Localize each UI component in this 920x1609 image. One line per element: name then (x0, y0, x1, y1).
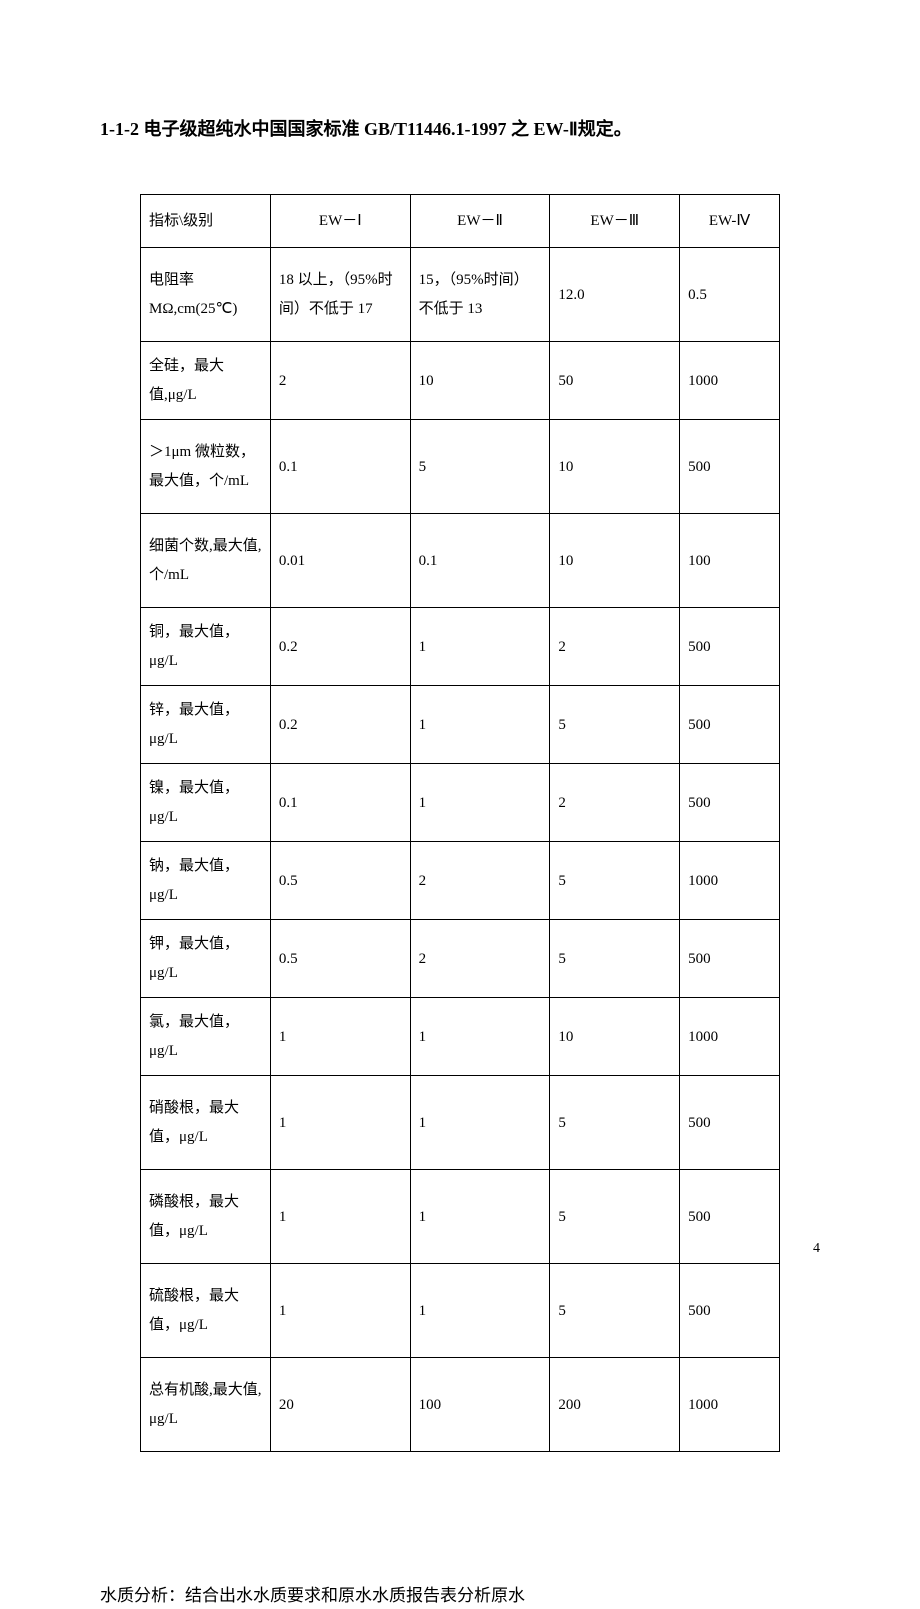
cell-value: 500 (680, 764, 780, 842)
cell-value: 5 (410, 420, 550, 514)
cell-value: 500 (680, 1076, 780, 1170)
cell-value: 1 (410, 1076, 550, 1170)
cell-value: 500 (680, 1170, 780, 1264)
table-row: 全硅，最大值,μg/L 2 10 50 1000 (141, 342, 780, 420)
cell-value: 0.5 (270, 920, 410, 998)
cell-value: 500 (680, 1264, 780, 1358)
cell-value: 2 (270, 342, 410, 420)
cell-value: 500 (680, 420, 780, 514)
table-row: 铜，最大值，μg/L 0.2 1 2 500 (141, 608, 780, 686)
cell-value: 1 (270, 1264, 410, 1358)
cell-value: 1 (410, 1264, 550, 1358)
cell-label: 镍，最大值，μg/L (141, 764, 271, 842)
cell-value: 100 (680, 514, 780, 608)
cell-value: 0.2 (270, 608, 410, 686)
cell-value: 10 (550, 998, 680, 1076)
cell-value: 1000 (680, 998, 780, 1076)
cell-value: 1 (410, 1170, 550, 1264)
cell-label: 硫酸根，最大值，μg/L (141, 1264, 271, 1358)
table-row: 钠，最大值，μg/L 0.5 2 5 1000 (141, 842, 780, 920)
cell-value: 5 (550, 1076, 680, 1170)
cell-value: 1 (270, 1076, 410, 1170)
cell-label: 硝酸根，最大值，μg/L (141, 1076, 271, 1170)
table-row: 磷酸根，最大值，μg/L 1 1 5 500 (141, 1170, 780, 1264)
table-row: 氯，最大值，μg/L 1 1 10 1000 (141, 998, 780, 1076)
cell-value: 200 (550, 1358, 680, 1452)
cell-value: 5 (550, 686, 680, 764)
cell-label: 铜，最大值，μg/L (141, 608, 271, 686)
cell-value: 15，（95%时间）不低于 13 (410, 248, 550, 342)
footer-text: 水质分析：结合出水水质要求和原水水质报告表分析原水 (100, 1582, 820, 1609)
cell-value: 1 (410, 998, 550, 1076)
cell-value: 1000 (680, 1358, 780, 1452)
table-row: 总有机酸,最大值, μg/L 20 100 200 1000 (141, 1358, 780, 1452)
cell-value: 2 (550, 764, 680, 842)
table-row: 镍，最大值，μg/L 0.1 1 2 500 (141, 764, 780, 842)
cell-label: ＞1μm 微粒数，最大值，个/mL (141, 420, 271, 514)
cell-value: 0.01 (270, 514, 410, 608)
table-row: 细菌个数,最大值, 个/mL 0.01 0.1 10 100 (141, 514, 780, 608)
cell-label: 全硅，最大值,μg/L (141, 342, 271, 420)
cell-value: 0.1 (270, 420, 410, 514)
cell-label: 细菌个数,最大值, 个/mL (141, 514, 271, 608)
cell-value: 2 (410, 842, 550, 920)
table-row: 电阻率 MΩ,cm(25℃) 18 以上，（95%时间）不低于 17 15，（9… (141, 248, 780, 342)
cell-value: 20 (270, 1358, 410, 1452)
table-row: 锌，最大值，μg/L 0.2 1 5 500 (141, 686, 780, 764)
cell-value: 5 (550, 1170, 680, 1264)
cell-label: 氯，最大值，μg/L (141, 998, 271, 1076)
standards-table: 指标\级别 EW－Ⅰ EW－Ⅱ EW－Ⅲ EW-Ⅳ 电阻率 MΩ,cm(25℃)… (140, 194, 780, 1453)
cell-value: 500 (680, 686, 780, 764)
cell-value: 2 (410, 920, 550, 998)
cell-value: 500 (680, 920, 780, 998)
page-title: 1-1-2 电子级超纯水中国国家标准 GB/T11446.1-1997 之 EW… (100, 115, 820, 144)
cell-value: 1 (270, 1170, 410, 1264)
cell-value: 500 (680, 608, 780, 686)
cell-value: 1 (270, 998, 410, 1076)
header-col2: EW－Ⅱ (410, 194, 550, 248)
header-col3: EW－Ⅲ (550, 194, 680, 248)
cell-value: 0.1 (270, 764, 410, 842)
cell-value: 1000 (680, 842, 780, 920)
cell-value: 5 (550, 920, 680, 998)
cell-value: 2 (550, 608, 680, 686)
cell-label: 总有机酸,最大值, μg/L (141, 1358, 271, 1452)
header-col1: EW－Ⅰ (270, 194, 410, 248)
cell-value: 5 (550, 842, 680, 920)
cell-value: 1 (410, 686, 550, 764)
cell-value: 10 (550, 514, 680, 608)
cell-value: 10 (550, 420, 680, 514)
cell-value: 10 (410, 342, 550, 420)
cell-value: 0.2 (270, 686, 410, 764)
cell-value: 1 (410, 764, 550, 842)
cell-label: 钾，最大值，μg/L (141, 920, 271, 998)
cell-value: 1 (410, 608, 550, 686)
cell-value: 5 (550, 1264, 680, 1358)
cell-value: 100 (410, 1358, 550, 1452)
table-row: 钾，最大值，μg/L 0.5 2 5 500 (141, 920, 780, 998)
cell-value: 12.0 (550, 248, 680, 342)
cell-label: 钠，最大值，μg/L (141, 842, 271, 920)
cell-label: 电阻率 MΩ,cm(25℃) (141, 248, 271, 342)
header-col4: EW-Ⅳ (680, 194, 780, 248)
cell-value: 1000 (680, 342, 780, 420)
table-row: ＞1μm 微粒数，最大值，个/mL 0.1 5 10 500 (141, 420, 780, 514)
cell-value: 0.5 (270, 842, 410, 920)
header-label: 指标\级别 (141, 194, 271, 248)
table-row: 硝酸根，最大值，μg/L 1 1 5 500 (141, 1076, 780, 1170)
cell-value: 18 以上，（95%时间）不低于 17 (270, 248, 410, 342)
cell-value: 50 (550, 342, 680, 420)
cell-value: 0.1 (410, 514, 550, 608)
cell-label: 锌，最大值，μg/L (141, 686, 271, 764)
cell-value: 0.5 (680, 248, 780, 342)
page-number: 4 (813, 1241, 820, 1257)
cell-label: 磷酸根，最大值，μg/L (141, 1170, 271, 1264)
table-row: 硫酸根，最大值，μg/L 1 1 5 500 (141, 1264, 780, 1358)
table-header-row: 指标\级别 EW－Ⅰ EW－Ⅱ EW－Ⅲ EW-Ⅳ (141, 194, 780, 248)
